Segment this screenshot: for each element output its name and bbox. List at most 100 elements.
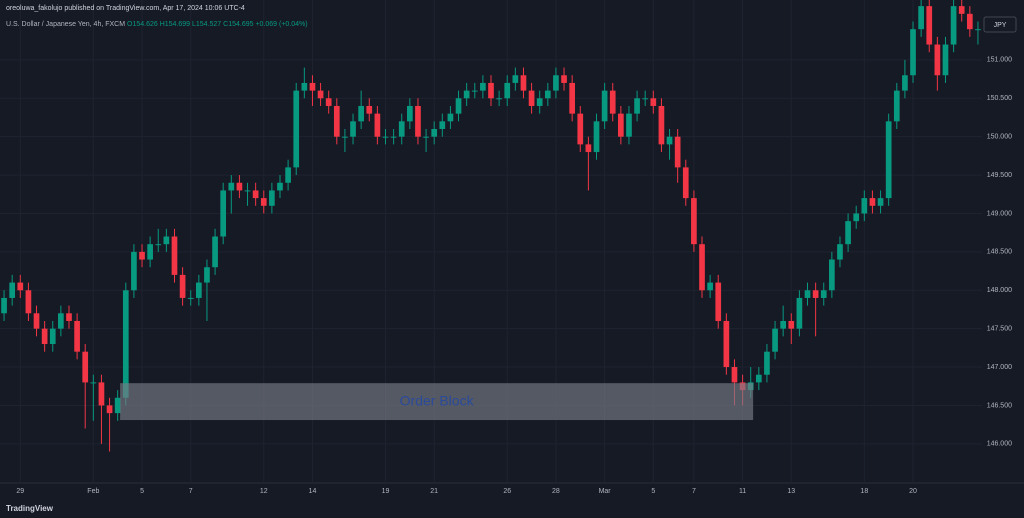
candle-body (25, 290, 32, 314)
candle-body (463, 90, 470, 99)
candle-body (585, 144, 592, 153)
candle-body (918, 6, 924, 30)
x-tick-label: 26 (503, 488, 511, 495)
candle-body (277, 182, 283, 191)
x-tick-label: Mar (599, 488, 612, 495)
candle-body (950, 6, 957, 45)
x-tick-label: 5 (651, 488, 655, 495)
order-block-label: Order Block (400, 392, 475, 408)
candle-body (9, 282, 16, 298)
candle-body (593, 121, 600, 153)
candle-body (812, 290, 819, 298)
candle-body (666, 136, 673, 145)
candle-body (1, 297, 7, 314)
candle-body (374, 113, 381, 137)
x-tick-label: 5 (140, 488, 144, 495)
x-tick-label: 19 (382, 488, 390, 495)
candle-body (618, 113, 624, 137)
x-tick-label: 11 (739, 488, 746, 495)
candle-body (106, 405, 113, 414)
candle-body (569, 82, 575, 114)
candle-body (212, 236, 218, 268)
candle-body (90, 382, 97, 384)
candle-body (350, 121, 356, 137)
y-tick-label: 148.000 (987, 287, 1012, 294)
candle-body (958, 6, 965, 14)
y-tick-label: 150.500 (987, 95, 1012, 102)
candle-body (764, 351, 770, 375)
candle-body (682, 167, 689, 199)
candle-body (342, 136, 348, 138)
candle-body (642, 98, 649, 100)
candle-body (512, 75, 519, 83)
candle-body (861, 198, 868, 214)
candle-body (114, 397, 121, 414)
price-axis (982, 0, 1024, 518)
candle-body (74, 320, 80, 352)
candle-body (358, 105, 364, 122)
currency[interactable]: JPY (994, 22, 1007, 29)
candle-body (488, 82, 494, 99)
candle-body (244, 190, 251, 192)
candle-body (333, 105, 340, 137)
candle-body (536, 98, 543, 106)
candle-body (382, 136, 389, 138)
candle-body (723, 320, 730, 368)
y-tick-label: 147.000 (987, 364, 1012, 371)
brand: TradingView (6, 504, 54, 513)
candle-body (390, 136, 397, 138)
candle-body (220, 190, 227, 237)
candle-body (252, 190, 259, 199)
candle-body (942, 44, 949, 76)
x-tick-label: 28 (552, 488, 560, 495)
candle-body (98, 382, 105, 406)
candle-body (415, 105, 421, 137)
candle-body (853, 213, 860, 222)
x-tick-label: 20 (909, 488, 917, 495)
candle-body (366, 105, 373, 114)
candle-body (325, 98, 332, 106)
candle-body (49, 328, 56, 345)
candle-body (674, 136, 681, 168)
y-tick-label: 150.000 (987, 134, 1012, 141)
x-tick-label: Feb (87, 488, 99, 495)
x-tick-label: 13 (787, 488, 795, 495)
candle-body (431, 129, 438, 137)
x-tick-label: 14 (309, 488, 317, 495)
candle-body (301, 82, 308, 91)
candle-body (195, 282, 202, 298)
y-tick-label: 147.500 (987, 325, 1012, 332)
candle-body (609, 90, 616, 114)
candle-body (715, 282, 722, 321)
candle-body (893, 90, 900, 122)
candle-body (285, 167, 291, 183)
candle-body (58, 313, 64, 329)
candle-body (926, 6, 933, 45)
candle-body (544, 90, 551, 99)
candle-body (439, 121, 446, 130)
candle-body (471, 90, 478, 92)
symbol: U.S. Dollar / Japanese Yen, 4h, FXCM (6, 21, 125, 28)
candle-body (658, 105, 665, 145)
candle-body (204, 267, 210, 283)
candle-body (934, 44, 941, 76)
candle-body (520, 75, 527, 91)
candle-body (66, 313, 72, 321)
candle-body (398, 121, 405, 137)
candle-body (820, 290, 827, 298)
x-tick-label: 12 (260, 488, 268, 495)
y-tick-label: 146.500 (987, 402, 1012, 409)
candle-body (236, 182, 243, 191)
candle-body (269, 190, 275, 206)
footer (0, 500, 1024, 518)
candle-body (447, 113, 454, 122)
currency-button[interactable] (983, 16, 1017, 33)
candle-body (155, 244, 162, 246)
candle-body (504, 82, 511, 99)
candle-body (902, 75, 908, 91)
y-tick-label: 149.500 (987, 172, 1012, 179)
x-tick-label: 29 (16, 488, 24, 495)
candle-body (82, 351, 89, 383)
